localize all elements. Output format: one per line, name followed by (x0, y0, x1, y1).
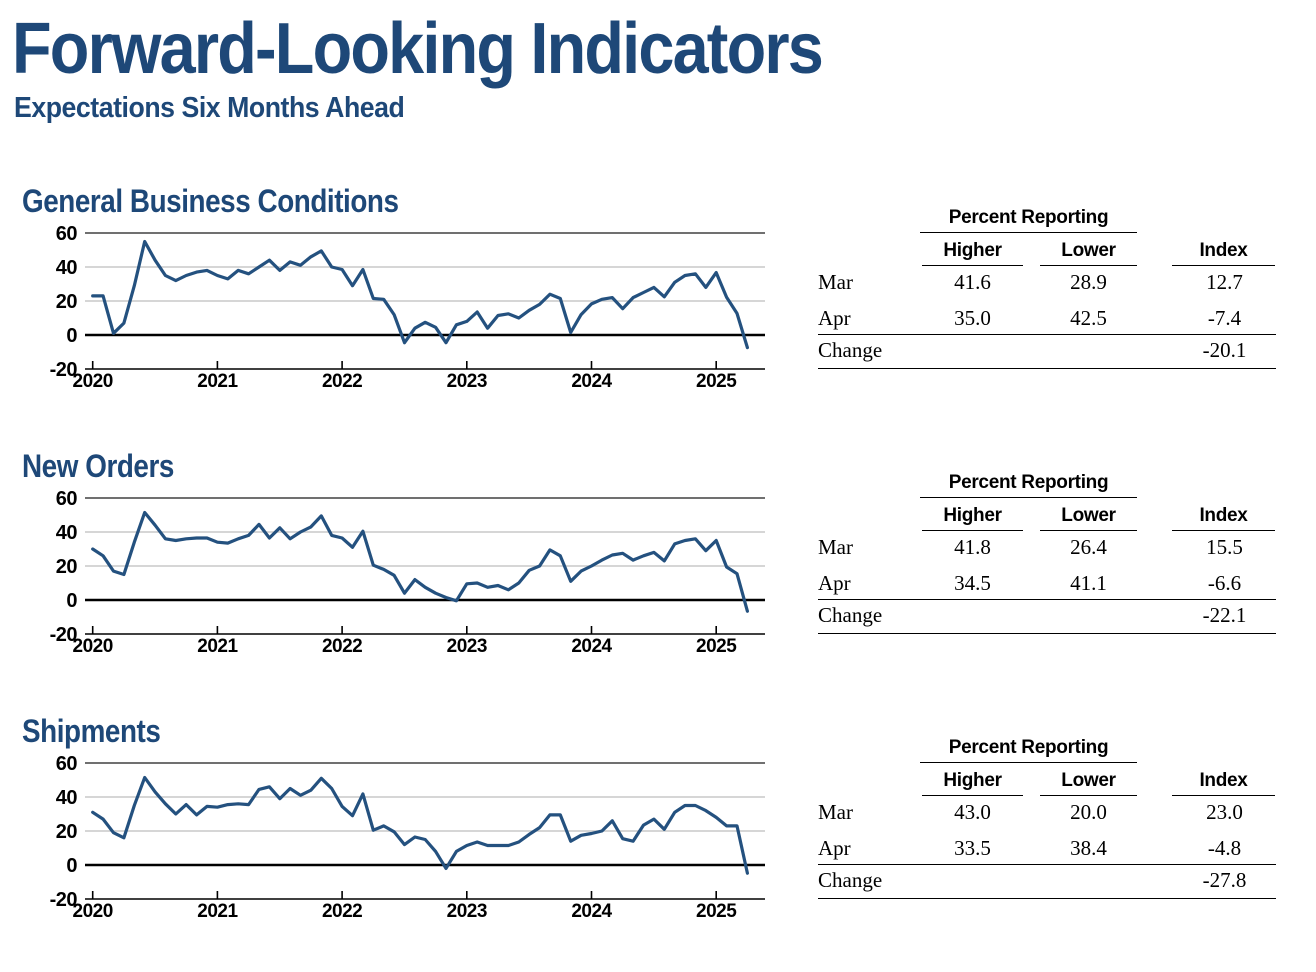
apr-lower-value: 38.4 (1070, 836, 1107, 860)
y-tick-label: -20 (50, 624, 78, 646)
y-tick-label: 20 (56, 821, 78, 843)
row-label-apr: Apr (818, 571, 851, 595)
x-tick-label: 2023 (447, 636, 487, 657)
table-rule (818, 368, 1276, 369)
y-tick-label: 60 (56, 488, 78, 510)
table-rule (818, 334, 1276, 335)
section-title-shipments: Shipments (22, 713, 161, 749)
x-tick-label: 2022 (322, 636, 362, 657)
x-tick-label: 2021 (197, 371, 238, 392)
x-tick-label: 2020 (73, 371, 113, 392)
y-tick-label: 60 (56, 753, 78, 775)
section-title-new-orders: New Orders (22, 448, 174, 484)
y-tick-label: 40 (56, 522, 78, 544)
index-line (91, 239, 750, 350)
y-tick-label: 60 (56, 223, 78, 245)
new-orders-table: Percent Reporting Higher Lower Index Mar… (818, 472, 1278, 636)
x-tick-label: 2023 (447, 371, 487, 392)
apr-index-value: -7.4 (1207, 306, 1242, 330)
x-tick-label: 2024 (571, 371, 612, 392)
row-label-apr: Apr (818, 836, 851, 860)
mar-higher-value: 41.8 (954, 535, 991, 559)
x-tick-label: 2021 (197, 901, 238, 922)
column-header-higher: Higher (922, 505, 1023, 531)
y-tick-label: 20 (56, 556, 78, 578)
x-tick-label: 2025 (696, 371, 737, 392)
table-rule (818, 599, 1276, 600)
mar-index-value: 15.5 (1206, 535, 1243, 559)
index-line (91, 510, 750, 613)
general-business-conditions-chart: 2020 2021 2022 2023 2024 2025 -20 0 20 40 60 (50, 223, 765, 392)
mar-index-value: 23.0 (1206, 800, 1243, 824)
apr-higher-value: 34.5 (954, 571, 991, 595)
change-index-value: -27.8 (1202, 868, 1247, 892)
row-label-change: Change (818, 338, 883, 362)
row-label-mar: Mar (818, 535, 853, 559)
apr-lower-value: 42.5 (1070, 306, 1107, 330)
column-header-index: Index (1172, 240, 1275, 266)
y-tick-label: -20 (50, 359, 78, 381)
apr-index-value: -6.6 (1207, 571, 1242, 595)
x-tick-label: 2025 (696, 901, 737, 922)
general-business-conditions-table: Percent Reporting Higher Lower Index Mar… (818, 207, 1278, 371)
shipments-table: Percent Reporting Higher Lower Index Mar… (818, 737, 1278, 901)
apr-index-value: -4.8 (1207, 836, 1242, 860)
row-label-mar: Mar (818, 270, 853, 294)
mar-higher-value: 43.0 (954, 800, 991, 824)
change-index-value: -20.1 (1202, 338, 1247, 362)
mar-lower-value: 28.9 (1070, 270, 1107, 294)
column-header-lower: Lower (1040, 240, 1137, 266)
y-tick-label: 0 (66, 325, 77, 347)
column-header-higher: Higher (922, 770, 1023, 796)
column-header-lower: Lower (1040, 770, 1137, 796)
y-tick-label: 0 (66, 855, 77, 877)
page-title: Forward-Looking Indicators (12, 9, 824, 89)
mar-lower-value: 20.0 (1070, 800, 1107, 824)
table-group-header: Percent Reporting (920, 472, 1137, 498)
y-tick-label: 40 (56, 257, 78, 279)
table-rule (818, 633, 1276, 634)
x-tick-label: 2023 (447, 901, 487, 922)
table-group-header: Percent Reporting (920, 207, 1137, 233)
row-label-apr: Apr (818, 306, 851, 330)
row-label-mar: Mar (818, 800, 853, 824)
x-tick-label: 2024 (571, 901, 612, 922)
x-tick-label: 2021 (197, 636, 238, 657)
row-label-change: Change (818, 868, 883, 892)
y-tick-label: 40 (56, 787, 78, 809)
y-tick-label: 0 (66, 590, 77, 612)
y-tick-label: 20 (56, 291, 78, 313)
section-title-general-business-conditions: General Business Conditions (22, 183, 399, 219)
apr-lower-value: 41.1 (1070, 571, 1107, 595)
page-subtitle: Expectations Six Months Ahead (14, 92, 405, 124)
y-tick-label: -20 (50, 889, 78, 911)
column-header-index: Index (1172, 770, 1275, 796)
x-tick-label: 2022 (322, 901, 362, 922)
mar-higher-value: 41.6 (954, 270, 991, 294)
table-rule (818, 864, 1276, 865)
mar-lower-value: 26.4 (1070, 535, 1107, 559)
index-line (91, 775, 750, 875)
x-tick-label: 2025 (696, 636, 737, 657)
x-tick-label: 2020 (73, 636, 113, 657)
shipments-chart: 2020 2021 2022 2023 2024 2025 -20 0 20 40 60 (50, 753, 765, 922)
apr-higher-value: 35.0 (954, 306, 991, 330)
x-tick-label: 2022 (322, 371, 362, 392)
apr-higher-value: 33.5 (954, 836, 991, 860)
column-header-lower: Lower (1040, 505, 1137, 531)
table-rule (818, 898, 1276, 899)
x-tick-label: 2020 (73, 901, 113, 922)
mar-index-value: 12.7 (1206, 270, 1243, 294)
column-header-higher: Higher (922, 240, 1023, 266)
column-header-index: Index (1172, 505, 1275, 531)
change-index-value: -22.1 (1202, 603, 1247, 627)
table-group-header: Percent Reporting (920, 737, 1137, 763)
new-orders-chart: 2020 2021 2022 2023 2024 2025 -20 0 20 40 60 (50, 488, 765, 657)
x-tick-label: 2024 (571, 636, 612, 657)
row-label-change: Change (818, 603, 883, 627)
